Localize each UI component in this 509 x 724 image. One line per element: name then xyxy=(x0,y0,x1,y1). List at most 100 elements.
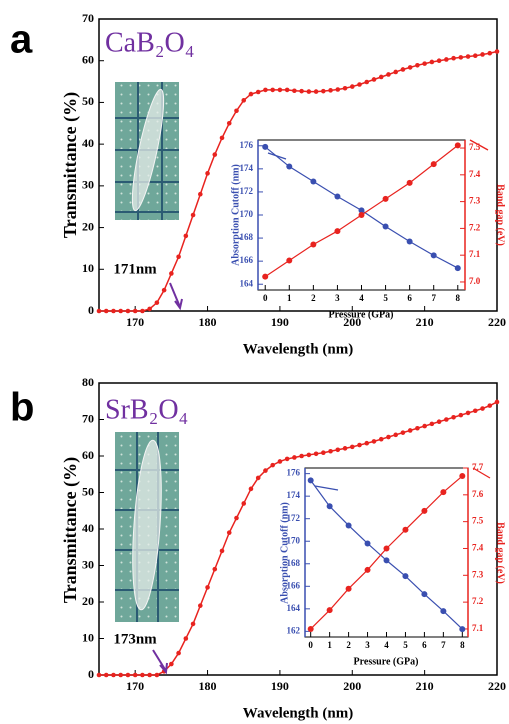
data-point xyxy=(306,452,312,458)
x-tick-label: 180 xyxy=(199,315,217,329)
panel-label: b xyxy=(10,386,34,430)
data-point xyxy=(487,403,493,408)
data-point xyxy=(277,87,283,93)
data-point xyxy=(407,65,413,70)
x-tick-label: 210 xyxy=(416,679,434,693)
data-point xyxy=(364,440,370,446)
data-point xyxy=(459,626,466,633)
y2-tick-label: 7.2 xyxy=(472,596,484,606)
y2-tick-label: 7.2 xyxy=(469,222,481,232)
annotation: 171nm xyxy=(113,261,157,277)
data-point xyxy=(407,428,413,433)
data-point xyxy=(358,207,365,214)
data-point xyxy=(262,273,269,280)
x-tick-label: 4 xyxy=(384,640,389,650)
data-point xyxy=(393,432,398,438)
x-tick-label: 5 xyxy=(383,293,388,303)
data-point xyxy=(154,300,160,305)
data-point xyxy=(357,82,362,87)
y-tick-label: 70 xyxy=(82,11,94,25)
data-point xyxy=(255,475,261,481)
y2-tick-label: 7.0 xyxy=(469,276,481,286)
y2-tick-label: 7.6 xyxy=(472,489,484,499)
data-point xyxy=(154,672,160,678)
data-point xyxy=(326,503,333,510)
data-point xyxy=(205,171,210,176)
data-point xyxy=(299,453,304,459)
x-tick-label: 8 xyxy=(456,293,461,303)
inset-arrow xyxy=(469,139,489,151)
data-point xyxy=(436,58,442,64)
data-point xyxy=(306,89,312,94)
x-tick-label: 6 xyxy=(407,293,412,303)
data-point xyxy=(140,308,145,314)
data-point xyxy=(176,254,181,260)
y-tick-label: 174 xyxy=(287,490,301,500)
inset-arrow xyxy=(314,485,339,491)
data-point xyxy=(219,548,225,554)
data-point xyxy=(147,672,152,678)
x-tick-label: 190 xyxy=(271,315,289,329)
data-point xyxy=(451,415,456,420)
x-tick-label: 4 xyxy=(359,293,364,303)
y-axis-label: Absorption Cutoff (nm) xyxy=(230,164,241,266)
data-point xyxy=(321,88,326,94)
data-point xyxy=(96,308,102,314)
chart-title: CaB₂O₄ xyxy=(105,27,195,58)
data-point xyxy=(292,88,297,94)
y-tick-label: 164 xyxy=(287,603,301,613)
data-point xyxy=(103,672,109,678)
data-point xyxy=(421,591,428,598)
data-point xyxy=(364,540,371,547)
crystal-photo xyxy=(115,82,179,220)
y-tick-label: 20 xyxy=(82,219,94,233)
data-point xyxy=(161,287,167,293)
data-point xyxy=(358,212,365,218)
y2-tick-label: 7.1 xyxy=(469,249,481,259)
data-point xyxy=(364,79,370,85)
data-point xyxy=(169,271,174,276)
panel-label: a xyxy=(10,18,33,62)
data-point xyxy=(494,399,500,405)
data-point xyxy=(234,108,239,114)
data-point xyxy=(444,417,449,422)
y-tick-label: 40 xyxy=(82,136,94,150)
data-point xyxy=(118,308,124,314)
data-point xyxy=(454,265,461,272)
data-point xyxy=(248,486,254,492)
y-axis-label: Absorption Cutoff (nm) xyxy=(279,502,290,604)
data-point xyxy=(263,468,268,473)
crystal xyxy=(132,439,162,611)
data-point xyxy=(430,161,437,168)
data-point xyxy=(429,421,435,427)
x-tick-label: 0 xyxy=(263,293,268,303)
data-point xyxy=(328,448,333,454)
y2-tick-label: 7.1 xyxy=(472,623,484,633)
data-point xyxy=(183,233,189,239)
data-point xyxy=(190,212,196,218)
data-point xyxy=(440,608,447,615)
data-point xyxy=(349,444,355,450)
y-tick-label: 60 xyxy=(82,52,94,66)
data-point xyxy=(313,451,319,457)
inset-arrow xyxy=(472,467,491,479)
annotation-arrow xyxy=(174,298,183,311)
data-point xyxy=(444,57,449,62)
data-point xyxy=(212,566,218,572)
data-point xyxy=(400,430,406,435)
data-point xyxy=(321,450,326,456)
data-point xyxy=(378,74,384,80)
x-axis-label: Wavelength (nm) xyxy=(243,705,353,721)
y-tick-label: 60 xyxy=(82,448,94,462)
x-tick-label: 200 xyxy=(343,679,361,693)
y2-tick-label: 7.5 xyxy=(472,516,484,526)
data-point xyxy=(248,91,254,97)
data-point xyxy=(436,419,442,424)
data-point xyxy=(125,672,131,678)
data-point xyxy=(270,87,275,93)
data-point xyxy=(226,530,232,535)
data-point xyxy=(480,52,485,57)
data-point xyxy=(430,252,437,259)
annotation-arrow xyxy=(159,662,168,675)
